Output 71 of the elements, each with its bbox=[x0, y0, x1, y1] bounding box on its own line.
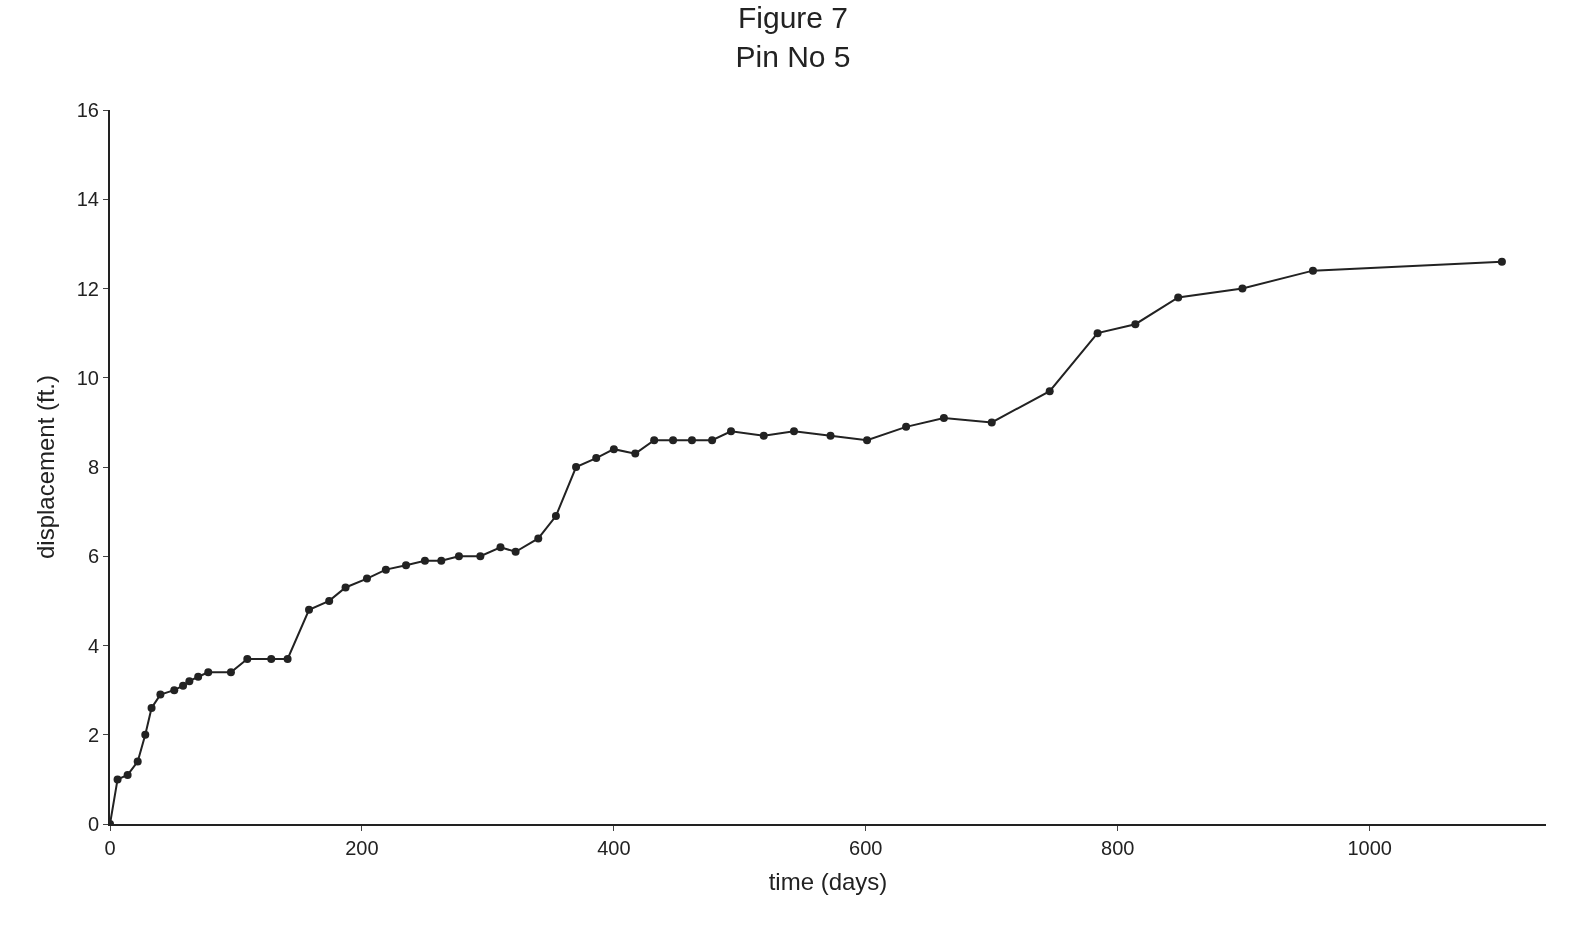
y-tick-label: 4 bbox=[87, 634, 99, 657]
y-tick-label: 2 bbox=[87, 723, 99, 746]
point bbox=[511, 547, 520, 556]
point bbox=[826, 431, 835, 440]
point bbox=[592, 454, 601, 463]
point bbox=[113, 775, 122, 784]
point bbox=[267, 654, 276, 663]
point bbox=[437, 556, 446, 565]
point bbox=[476, 552, 485, 561]
point bbox=[179, 681, 188, 690]
point bbox=[381, 565, 390, 574]
y-tick-label: 14 bbox=[76, 188, 99, 211]
point bbox=[1497, 257, 1506, 266]
point bbox=[325, 596, 334, 605]
point bbox=[123, 770, 132, 779]
point bbox=[572, 463, 581, 471]
point bbox=[863, 436, 872, 445]
point bbox=[1238, 284, 1247, 293]
point bbox=[650, 436, 659, 445]
point bbox=[496, 543, 505, 552]
y-axis-title: displacement (ft.) bbox=[32, 374, 60, 560]
point bbox=[789, 427, 798, 436]
point bbox=[727, 427, 736, 436]
x-tick-label: 800 bbox=[1101, 837, 1135, 859]
point bbox=[362, 574, 371, 583]
point bbox=[534, 534, 543, 543]
point bbox=[226, 668, 235, 677]
point bbox=[402, 561, 411, 570]
y-tick-label: 0 bbox=[87, 813, 99, 835]
point bbox=[133, 757, 142, 766]
y-tick-label: 8 bbox=[87, 456, 99, 478]
point bbox=[939, 413, 948, 422]
point bbox=[170, 686, 179, 695]
point bbox=[759, 431, 768, 440]
y-tick-label: 12 bbox=[76, 277, 99, 300]
chart-title: Figure 7 bbox=[737, 1, 849, 35]
point bbox=[987, 418, 996, 427]
point bbox=[156, 690, 165, 699]
x-tick-label: 1000 bbox=[1347, 837, 1392, 859]
point bbox=[194, 672, 203, 681]
x-axis-title: time (days) bbox=[768, 867, 888, 895]
point bbox=[454, 552, 463, 561]
point bbox=[687, 436, 696, 445]
y-tick-label: 10 bbox=[76, 366, 99, 389]
point bbox=[902, 422, 911, 431]
point bbox=[204, 668, 213, 677]
x-tick-label: 600 bbox=[849, 837, 883, 859]
y-tick-label: 16 bbox=[76, 99, 99, 121]
x-tick-label: 0 bbox=[104, 837, 116, 859]
point bbox=[1174, 293, 1183, 302]
point bbox=[147, 703, 156, 712]
chart-subtitle: Pin No 5 bbox=[735, 40, 851, 74]
point bbox=[1093, 329, 1102, 338]
point bbox=[631, 449, 640, 458]
x-tick-label: 400 bbox=[597, 837, 631, 859]
point bbox=[1045, 387, 1054, 396]
point bbox=[1131, 320, 1140, 329]
point bbox=[341, 583, 350, 592]
point bbox=[420, 556, 429, 565]
point bbox=[305, 605, 314, 614]
point bbox=[141, 730, 150, 739]
point bbox=[669, 436, 678, 445]
point bbox=[185, 677, 194, 686]
point bbox=[551, 512, 560, 521]
point bbox=[283, 654, 292, 663]
point bbox=[1308, 266, 1317, 275]
point bbox=[708, 436, 717, 445]
y-tick-label: 6 bbox=[87, 545, 99, 568]
point bbox=[243, 654, 252, 663]
x-tick-label: 200 bbox=[345, 837, 379, 859]
point bbox=[609, 445, 618, 454]
